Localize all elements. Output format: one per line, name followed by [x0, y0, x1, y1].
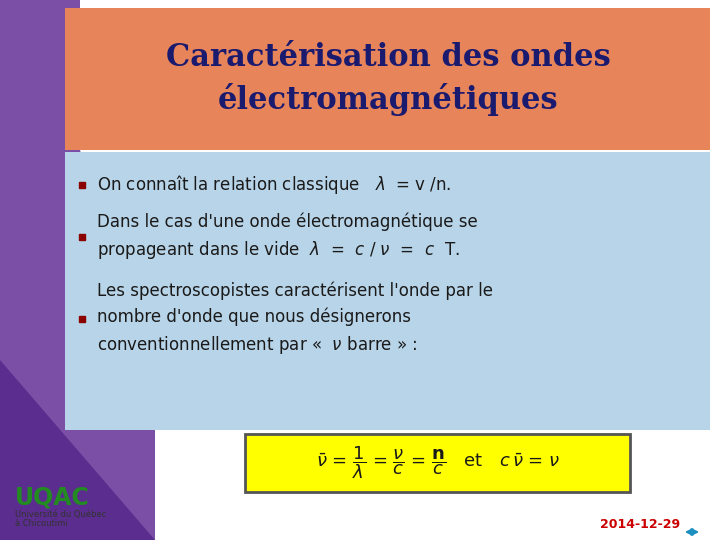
FancyBboxPatch shape: [245, 434, 630, 492]
Polygon shape: [0, 360, 155, 540]
Polygon shape: [0, 0, 155, 540]
Text: Université du Québec: Université du Québec: [15, 510, 107, 518]
Text: à Chicoutimi: à Chicoutimi: [15, 519, 68, 529]
Text: Caractérisation des ondes
électromagnétiques: Caractérisation des ondes électromagnéti…: [166, 43, 611, 116]
Text: On connaît la relation classique   $\lambda$  = v /n.: On connaît la relation classique $\lambd…: [97, 173, 451, 197]
Text: 2014-12-29: 2014-12-29: [600, 517, 680, 530]
Text: $\bar{\nu}$ = $\dfrac{1}{\lambda}$ = $\dfrac{\nu}{c}$ = $\dfrac{\mathbf{n}}{c}$ : $\bar{\nu}$ = $\dfrac{1}{\lambda}$ = $\d…: [316, 444, 560, 481]
Text: Dans le cas d'une onde électromagnétique se
propageant dans le vide  $\lambda$  : Dans le cas d'une onde électromagnétique…: [97, 213, 478, 261]
Text: UQAC: UQAC: [15, 486, 90, 510]
FancyBboxPatch shape: [65, 152, 710, 430]
FancyBboxPatch shape: [65, 8, 710, 150]
Text: Les spectroscopistes caractérisent l'onde par le
nombre d'onde que nous désigner: Les spectroscopistes caractérisent l'ond…: [97, 282, 493, 356]
